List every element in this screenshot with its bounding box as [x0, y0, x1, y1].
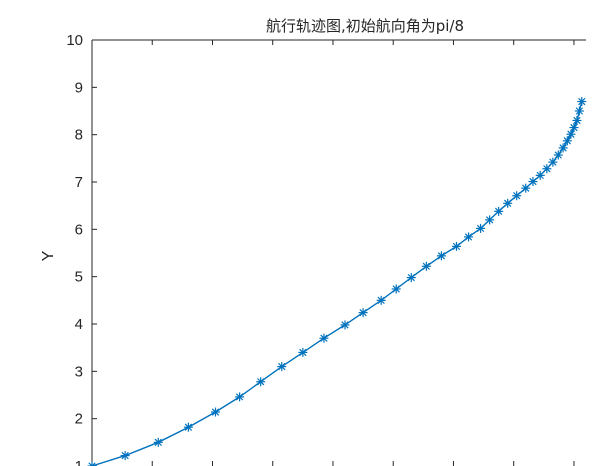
data-point [451, 241, 461, 251]
y-tick-label: 3 [75, 363, 83, 380]
data-point [548, 157, 558, 167]
data-point [476, 223, 486, 233]
data-point [572, 115, 582, 125]
data-point [183, 422, 193, 432]
data-point [528, 177, 538, 187]
data-point [153, 437, 163, 447]
data-point [521, 183, 531, 193]
data-point [436, 251, 446, 261]
data-point [553, 150, 563, 160]
data-point [277, 362, 287, 372]
y-tick-label: 4 [75, 316, 83, 333]
plot-area: 1 2 3 4 5 6 7 8 9 10 [66, 32, 587, 466]
y-tick-label: 9 [75, 79, 83, 96]
data-point [574, 106, 584, 116]
y-axis-label: Y [40, 250, 57, 261]
data-point [376, 295, 386, 305]
data-point [298, 347, 308, 357]
data-point [340, 320, 350, 330]
data-point [542, 164, 552, 174]
y-tick-label: 10 [66, 32, 83, 49]
y-tick-label: 6 [75, 221, 83, 238]
data-point [421, 261, 431, 271]
y-tick-label: 5 [75, 269, 83, 286]
data-point [503, 198, 513, 208]
data-point [535, 170, 545, 180]
y-tick-label: 7 [75, 174, 83, 191]
data-point [87, 461, 97, 466]
data-point [562, 136, 572, 146]
data-point [485, 215, 495, 225]
data-point [494, 206, 504, 216]
y-tick-label: 2 [75, 411, 83, 428]
data-point [566, 129, 576, 139]
y-tick-label: 8 [75, 127, 83, 144]
data-point [120, 451, 130, 461]
data-point [406, 273, 416, 283]
chart-title: 航行轨迹图,初始航向角为pi/8 [266, 17, 464, 35]
data-point [256, 377, 266, 387]
data-point [211, 407, 220, 417]
y-tick-label: 1 [75, 458, 83, 466]
data-point [235, 392, 245, 402]
data-point [319, 333, 329, 343]
data-point [358, 308, 368, 318]
data-point [464, 232, 474, 242]
data-point [512, 191, 522, 201]
data-point [577, 97, 587, 107]
data-point [569, 123, 579, 133]
data-point [391, 284, 401, 294]
data-point [558, 143, 568, 153]
